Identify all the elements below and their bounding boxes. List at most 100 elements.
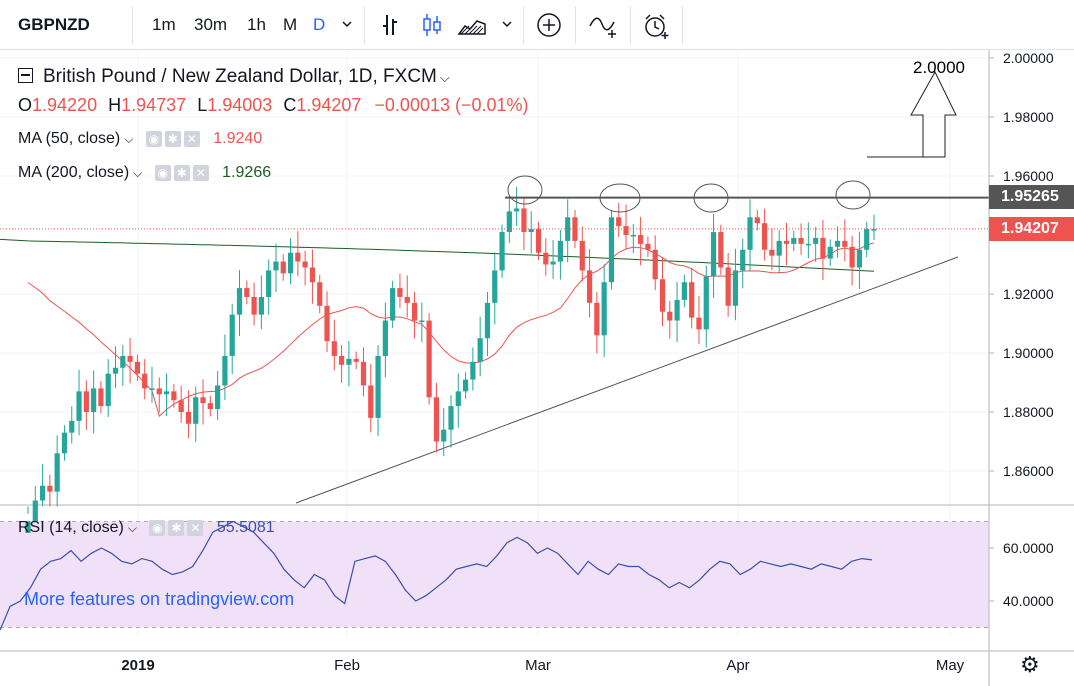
candle-body xyxy=(528,229,534,233)
chevron-down-icon[interactable] xyxy=(500,14,514,39)
resistance-touch-circle xyxy=(835,180,871,210)
chart-area[interactable]: 2.00000 1.98000 1.96000 1.92000 1.90000 1.880… xyxy=(0,50,1074,686)
rsi-tick-label: 40.0000 xyxy=(1003,593,1054,609)
tradingview-watermark[interactable]: More features on tradingview.com xyxy=(24,589,295,609)
chart-legend-title[interactable]: British Pound / New Zealand Dollar, 1D, … xyxy=(18,66,450,88)
study-controls[interactable]: ◉ ✱ ✕ xyxy=(154,164,212,182)
candle-body xyxy=(382,320,388,356)
candle-body xyxy=(484,302,491,339)
chevron-down-icon[interactable]: ⌵ xyxy=(127,521,137,536)
trendline-path xyxy=(295,256,959,504)
collapse-icon[interactable] xyxy=(18,68,33,83)
study-controls[interactable]: ◉ ✱ ✕ xyxy=(145,130,203,148)
candle-body xyxy=(572,217,578,241)
candle-body xyxy=(244,288,250,297)
rsi-band xyxy=(0,521,989,628)
candle-body xyxy=(608,217,615,283)
candle-body xyxy=(54,453,60,492)
rsi-legend[interactable]: RSI (14, close) ⌵ ◉ ✱ ✕ 55.5081 xyxy=(18,519,275,537)
gear-icon[interactable]: ✱ xyxy=(168,520,185,536)
study-controls[interactable]: ◉ ✱ ✕ xyxy=(149,519,206,537)
axes: 2.00000 1.98000 1.96000 1.92000 1.90000 1.880… xyxy=(0,50,1074,686)
candle-body xyxy=(222,355,228,386)
interval-1m[interactable]: 1m xyxy=(152,15,176,34)
price-tick-label: 1.90000 xyxy=(1003,345,1054,361)
candle-body xyxy=(419,320,425,323)
candle-body xyxy=(156,388,162,395)
candle-body xyxy=(273,261,279,271)
candle-body xyxy=(827,246,833,259)
ma200-legend[interactable]: MA (200, close) ⌵ ◉ ✱ ✕ 1.9266 xyxy=(18,164,271,182)
interval-d[interactable]: D xyxy=(313,15,326,34)
ma50-path xyxy=(27,242,875,418)
time-tick-label: Feb xyxy=(334,657,360,674)
add-compare-icon[interactable] xyxy=(535,12,563,45)
candle-body xyxy=(207,403,213,410)
gear-icon[interactable]: ⚙ xyxy=(1020,652,1040,677)
target-arrow-shape xyxy=(867,70,957,158)
ohlc-legend: O1.94220 H1.94737 L1.94003 C1.94207 −0.0… xyxy=(18,95,529,116)
low-label: L xyxy=(197,95,208,115)
symbol-button[interactable]: GBPNZD xyxy=(18,15,90,34)
candle-body xyxy=(375,355,381,418)
bar-chart-icon[interactable] xyxy=(380,12,404,43)
candle-body xyxy=(543,252,549,265)
price-tick-label: 2.00000 xyxy=(1003,50,1054,66)
rsi-line xyxy=(0,520,873,631)
candle-body xyxy=(134,361,140,374)
candle-body xyxy=(324,305,330,342)
candle-body xyxy=(397,288,403,297)
eye-icon[interactable]: ◉ xyxy=(154,165,171,181)
candles-icon[interactable] xyxy=(420,12,444,43)
ma200-value: 1.9266 xyxy=(222,164,272,182)
chevron-down-icon[interactable] xyxy=(340,14,354,39)
candle-body xyxy=(178,400,184,412)
candle-body xyxy=(61,432,68,454)
chevron-down-icon[interactable]: ⌵ xyxy=(133,166,143,181)
candle-body xyxy=(390,288,396,321)
chevron-down-icon[interactable]: ⌵ xyxy=(124,132,134,147)
candle-body xyxy=(287,252,294,274)
candle-body xyxy=(360,361,367,386)
candle-body xyxy=(448,406,454,430)
interval-30m[interactable]: 30m xyxy=(194,15,228,34)
indicators-icon[interactable] xyxy=(588,12,620,45)
candle-body xyxy=(163,391,170,395)
chevron-down-icon[interactable]: ⌵ xyxy=(439,70,450,85)
rsi-band-fill xyxy=(0,521,989,628)
candle-body xyxy=(783,240,790,244)
close-icon[interactable]: ✕ xyxy=(187,520,204,536)
close-icon[interactable]: ✕ xyxy=(183,131,200,147)
candle-body xyxy=(193,397,199,424)
candle-body xyxy=(339,355,345,365)
interval-m[interactable]: M xyxy=(283,15,298,34)
candle-body xyxy=(710,232,717,277)
candle-body xyxy=(514,208,520,212)
ma50-label: MA (50, close) xyxy=(18,130,121,148)
candle-body xyxy=(470,361,476,380)
candle-body xyxy=(645,243,651,250)
candle-body xyxy=(309,267,316,283)
alert-icon[interactable] xyxy=(642,12,672,45)
candle-body xyxy=(39,485,46,501)
close-icon[interactable]: ✕ xyxy=(192,165,209,181)
candle-body xyxy=(506,211,512,233)
open-value: 1.94220 xyxy=(32,95,98,115)
interval-1h[interactable]: 1h xyxy=(247,15,266,34)
target-arrow xyxy=(867,70,957,158)
ma50-legend[interactable]: MA (50, close) ⌵ ◉ ✱ ✕ 1.9240 xyxy=(18,130,262,148)
price-tick-label: 1.96000 xyxy=(1003,168,1054,184)
resistance-touch-circles xyxy=(507,175,871,213)
eye-icon[interactable]: ◉ xyxy=(149,520,166,536)
candle-body xyxy=(142,373,148,389)
gear-icon[interactable]: ✱ xyxy=(173,165,190,181)
area-chart-icon[interactable] xyxy=(457,12,487,43)
eye-icon[interactable]: ◉ xyxy=(145,131,162,147)
candle-body xyxy=(477,338,483,362)
candle-body xyxy=(849,246,855,268)
candle-body xyxy=(331,341,337,356)
candle-body xyxy=(762,223,768,250)
price-tick-label: 1.88000 xyxy=(1003,404,1054,420)
gear-icon[interactable]: ✱ xyxy=(164,131,181,147)
candle-body xyxy=(805,243,811,246)
